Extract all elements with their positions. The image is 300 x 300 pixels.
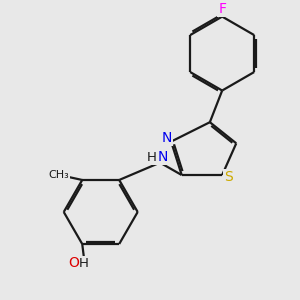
Text: S: S — [224, 170, 233, 184]
Text: H: H — [147, 151, 157, 164]
Text: N: N — [157, 150, 167, 164]
Text: F: F — [218, 2, 226, 16]
Text: ●: ● — [55, 173, 60, 178]
Text: H: H — [79, 257, 89, 270]
Text: O: O — [68, 256, 79, 270]
Text: N: N — [162, 131, 172, 145]
Text: CH₃: CH₃ — [48, 170, 69, 180]
